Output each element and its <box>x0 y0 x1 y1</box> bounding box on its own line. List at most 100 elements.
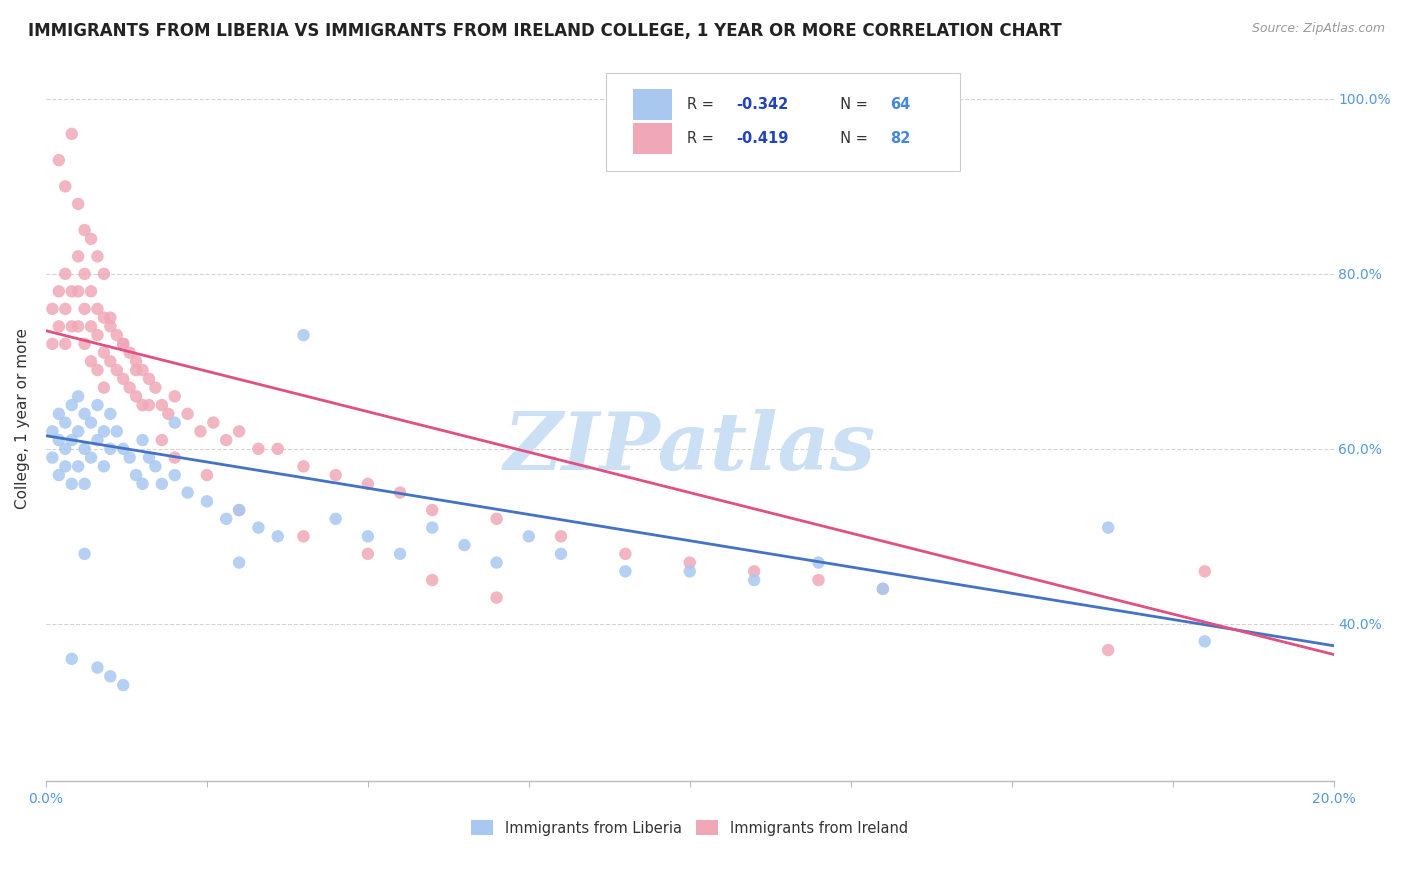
Point <box>41 450 63 465</box>
Point <box>48 468 70 483</box>
Point <box>86 660 108 674</box>
Point <box>357 476 380 491</box>
Point <box>93 267 115 281</box>
Point <box>138 372 160 386</box>
Point <box>138 398 160 412</box>
Point <box>112 442 135 456</box>
Point <box>485 556 508 570</box>
Point <box>131 363 153 377</box>
Point <box>150 476 173 491</box>
Point <box>267 442 290 456</box>
Point <box>125 468 148 483</box>
Point <box>679 556 702 570</box>
Point <box>60 319 83 334</box>
Point <box>228 556 250 570</box>
Point <box>247 442 270 456</box>
Point <box>112 678 135 692</box>
Point <box>73 547 96 561</box>
Point <box>73 476 96 491</box>
Point <box>125 363 148 377</box>
Point <box>742 565 765 579</box>
Point <box>131 398 153 412</box>
Point <box>48 407 70 421</box>
Point <box>420 573 443 587</box>
Point <box>420 503 443 517</box>
Point <box>357 547 380 561</box>
Point <box>679 565 702 579</box>
Point <box>138 450 160 465</box>
Point <box>53 267 76 281</box>
Point <box>550 529 572 543</box>
Point <box>80 450 103 465</box>
Point <box>389 547 412 561</box>
Point <box>60 285 83 299</box>
Point <box>292 529 315 543</box>
Point <box>41 425 63 439</box>
Point <box>292 328 315 343</box>
Point <box>60 398 83 412</box>
Point <box>67 319 90 334</box>
Point <box>48 153 70 168</box>
Point <box>67 249 90 263</box>
Point <box>86 433 108 447</box>
Point <box>73 223 96 237</box>
Point <box>53 459 76 474</box>
Point <box>53 301 76 316</box>
Point <box>60 127 83 141</box>
Point <box>73 301 96 316</box>
Point <box>86 328 108 343</box>
Point <box>131 433 153 447</box>
Point <box>131 476 153 491</box>
Point <box>48 285 70 299</box>
Point <box>453 538 475 552</box>
Point <box>98 354 121 368</box>
Point <box>48 433 70 447</box>
FancyBboxPatch shape <box>633 123 672 154</box>
Point <box>93 345 115 359</box>
Point <box>93 459 115 474</box>
Point <box>118 345 141 359</box>
Point <box>228 503 250 517</box>
Y-axis label: College, 1 year or more: College, 1 year or more <box>15 327 30 508</box>
Point <box>228 425 250 439</box>
Point <box>73 442 96 456</box>
Point <box>202 416 225 430</box>
Text: N =: N = <box>831 97 873 112</box>
Point <box>53 179 76 194</box>
Text: 82: 82 <box>890 131 911 146</box>
Point <box>228 503 250 517</box>
FancyBboxPatch shape <box>633 89 672 120</box>
Point <box>267 529 290 543</box>
FancyBboxPatch shape <box>606 73 960 171</box>
Point <box>550 547 572 561</box>
Point <box>80 416 103 430</box>
Point <box>105 425 128 439</box>
Point <box>389 485 412 500</box>
Point <box>86 249 108 263</box>
Point <box>150 398 173 412</box>
Point <box>150 433 173 447</box>
Point <box>807 573 830 587</box>
Point <box>195 494 218 508</box>
Point <box>67 285 90 299</box>
Point <box>145 381 167 395</box>
Point <box>60 433 83 447</box>
Point <box>215 433 238 447</box>
Point <box>325 512 347 526</box>
Point <box>80 232 103 246</box>
Point <box>41 301 63 316</box>
Point <box>1097 643 1119 657</box>
Point <box>614 565 637 579</box>
Point <box>163 450 186 465</box>
Point <box>80 319 103 334</box>
Point <box>517 529 540 543</box>
Point <box>86 398 108 412</box>
Point <box>53 416 76 430</box>
Point <box>118 450 141 465</box>
Point <box>86 301 108 316</box>
Point <box>742 573 765 587</box>
Point <box>93 310 115 325</box>
Point <box>73 267 96 281</box>
Point <box>125 389 148 403</box>
Point <box>176 485 198 500</box>
